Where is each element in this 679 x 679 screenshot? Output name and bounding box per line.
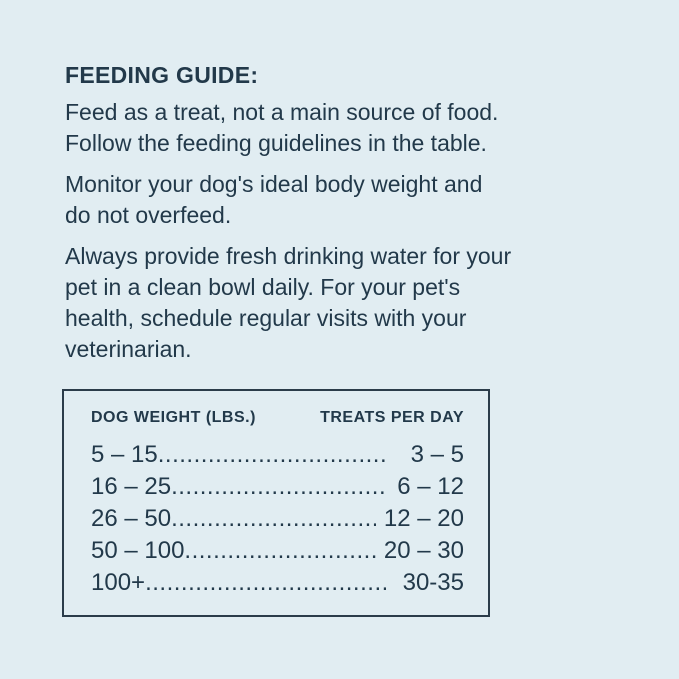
treats-per-day-value: 6 – 12: [397, 473, 464, 500]
treats-per-day-value: 3 – 5: [410, 441, 464, 468]
paragraph-line: Feed as a treat, not a main source of fo…: [65, 99, 499, 125]
dotted-leader: [171, 471, 386, 503]
paragraph-line: do not overfeed.: [65, 202, 232, 228]
paragraph: Feed as a treat, not a main source of fo…: [65, 97, 639, 159]
dotted-leader: [184, 535, 376, 567]
table-header-row: DOG WEIGHT (LBS.) TREATS PER DAY: [91, 409, 464, 427]
treats-per-day-value: 30-35: [402, 569, 464, 596]
table-row: 100+ 30-35: [91, 567, 464, 599]
table-row: 50 – 100 20 – 30: [91, 535, 464, 567]
treats-per-day-value: 20 – 30: [383, 537, 464, 564]
dog-weight-value: 16 – 25: [91, 473, 172, 500]
table-row: 5 – 15 3 – 5: [91, 439, 464, 471]
paragraph-line: health, schedule regular visits with you…: [65, 305, 467, 331]
treats-per-day-value: 12 – 20: [383, 505, 464, 532]
dog-weight-value: 26 – 50: [91, 505, 172, 532]
column-header-treats-per-day: TREATS PER DAY: [320, 409, 464, 426]
paragraph: Monitor your dog's ideal body weight and…: [65, 169, 639, 231]
table-row: 26 – 50 12 – 20: [91, 503, 464, 535]
dotted-leader: [145, 567, 386, 599]
dotted-leader: [158, 439, 386, 471]
feeding-guide-table: DOG WEIGHT (LBS.) TREATS PER DAY 5 – 15 3…: [62, 389, 490, 617]
table-body: 5 – 15 3 – 5 16 – 25 6 – 12 26 – 50 12 – 20 50…: [91, 439, 464, 599]
paragraph-line: Follow the feeding guidelines in the tab…: [65, 130, 487, 156]
paragraphs-container: Feed as a treat, not a main source of fo…: [65, 97, 639, 365]
dog-weight-value: 5 – 15: [91, 441, 158, 468]
dog-weight-value: 50 – 100: [91, 537, 185, 564]
paragraph-line: Always provide fresh drinking water for …: [65, 243, 512, 269]
paragraph-line: veterinarian.: [65, 336, 192, 362]
table-row: 16 – 25 6 – 12: [91, 471, 464, 503]
paragraph-line: pet in a clean bowl daily. For your pet'…: [65, 274, 461, 300]
paragraph-line: Monitor your dog's ideal body weight and: [65, 171, 483, 197]
page-title: FEEDING GUIDE:: [65, 62, 259, 88]
dog-weight-value: 100+: [91, 569, 146, 596]
paragraph: Always provide fresh drinking water for …: [65, 241, 639, 365]
column-header-dog-weight: DOG WEIGHT (LBS.): [91, 409, 256, 426]
dotted-leader: [171, 503, 376, 535]
